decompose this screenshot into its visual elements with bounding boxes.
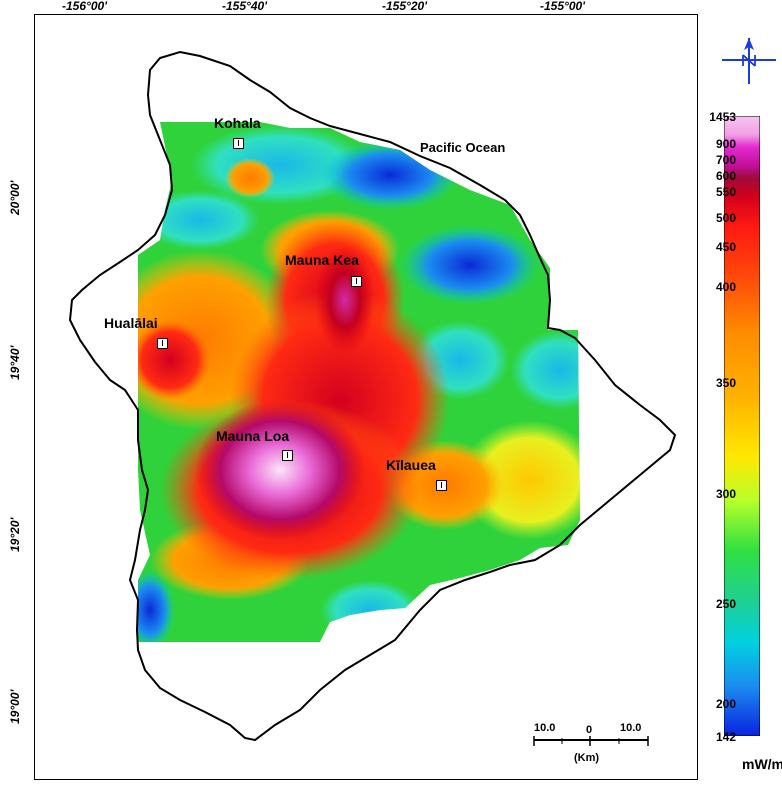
scale-bar — [533, 736, 649, 746]
legend-tick-label: 1453 — [709, 110, 736, 124]
lon-tick-label: -155°00' — [540, 0, 586, 13]
legend-tick-label: 350 — [715, 376, 736, 390]
lon-tick-label: -155°20' — [382, 0, 428, 13]
legend-units-label: mW/m2 — [742, 756, 782, 772]
place-label-mauna-loa: Mauna Loa — [216, 428, 290, 444]
scale-unit-label: (Km) — [574, 752, 600, 764]
legend-tick-label: 300 — [715, 487, 736, 501]
place-label-mauna-kea: Mauna Kea — [285, 252, 359, 268]
scale-right-label: 10.0 — [620, 722, 642, 734]
legend-tick-label: 142 — [715, 730, 736, 744]
volcano-marker-icon — [157, 338, 168, 349]
place-label-kilauea: Kīlauea — [386, 457, 436, 473]
north-arrow-icon — [722, 38, 776, 84]
place-label-kohala: Kohala — [214, 115, 261, 131]
volcano-marker-icon — [233, 138, 244, 149]
legend-tick-label: 400 — [715, 280, 736, 294]
volcano-marker-icon — [282, 450, 293, 461]
legend-tick-label: 900 — [715, 137, 736, 151]
heat-flow-legend-bar — [724, 116, 760, 736]
place-label-hualalai: Hualālai — [104, 315, 158, 331]
legend-tick-label: 500 — [715, 211, 736, 225]
scale-left-label: 10.0 — [534, 722, 556, 734]
volcano-marker-icon — [436, 480, 447, 491]
scale-mid-label: 0 — [586, 724, 593, 736]
legend-tick-label: 200 — [715, 697, 736, 711]
heat-flow-grid — [138, 122, 580, 642]
legend-tick-label: 450 — [715, 240, 736, 254]
volcano-marker-icon — [351, 276, 362, 287]
lon-tick-label: -155°40' — [222, 0, 268, 13]
island-coastline — [68, 50, 677, 742]
legend-tick-label: 550 — [715, 185, 736, 199]
legend-tick-label: 600 — [715, 169, 736, 183]
legend-tick-label: 250 — [715, 597, 736, 611]
legend-tick-label: 700 — [715, 153, 736, 167]
ocean-label: Pacific Ocean — [420, 140, 506, 155]
lon-tick-label: -156°00' — [62, 0, 108, 13]
